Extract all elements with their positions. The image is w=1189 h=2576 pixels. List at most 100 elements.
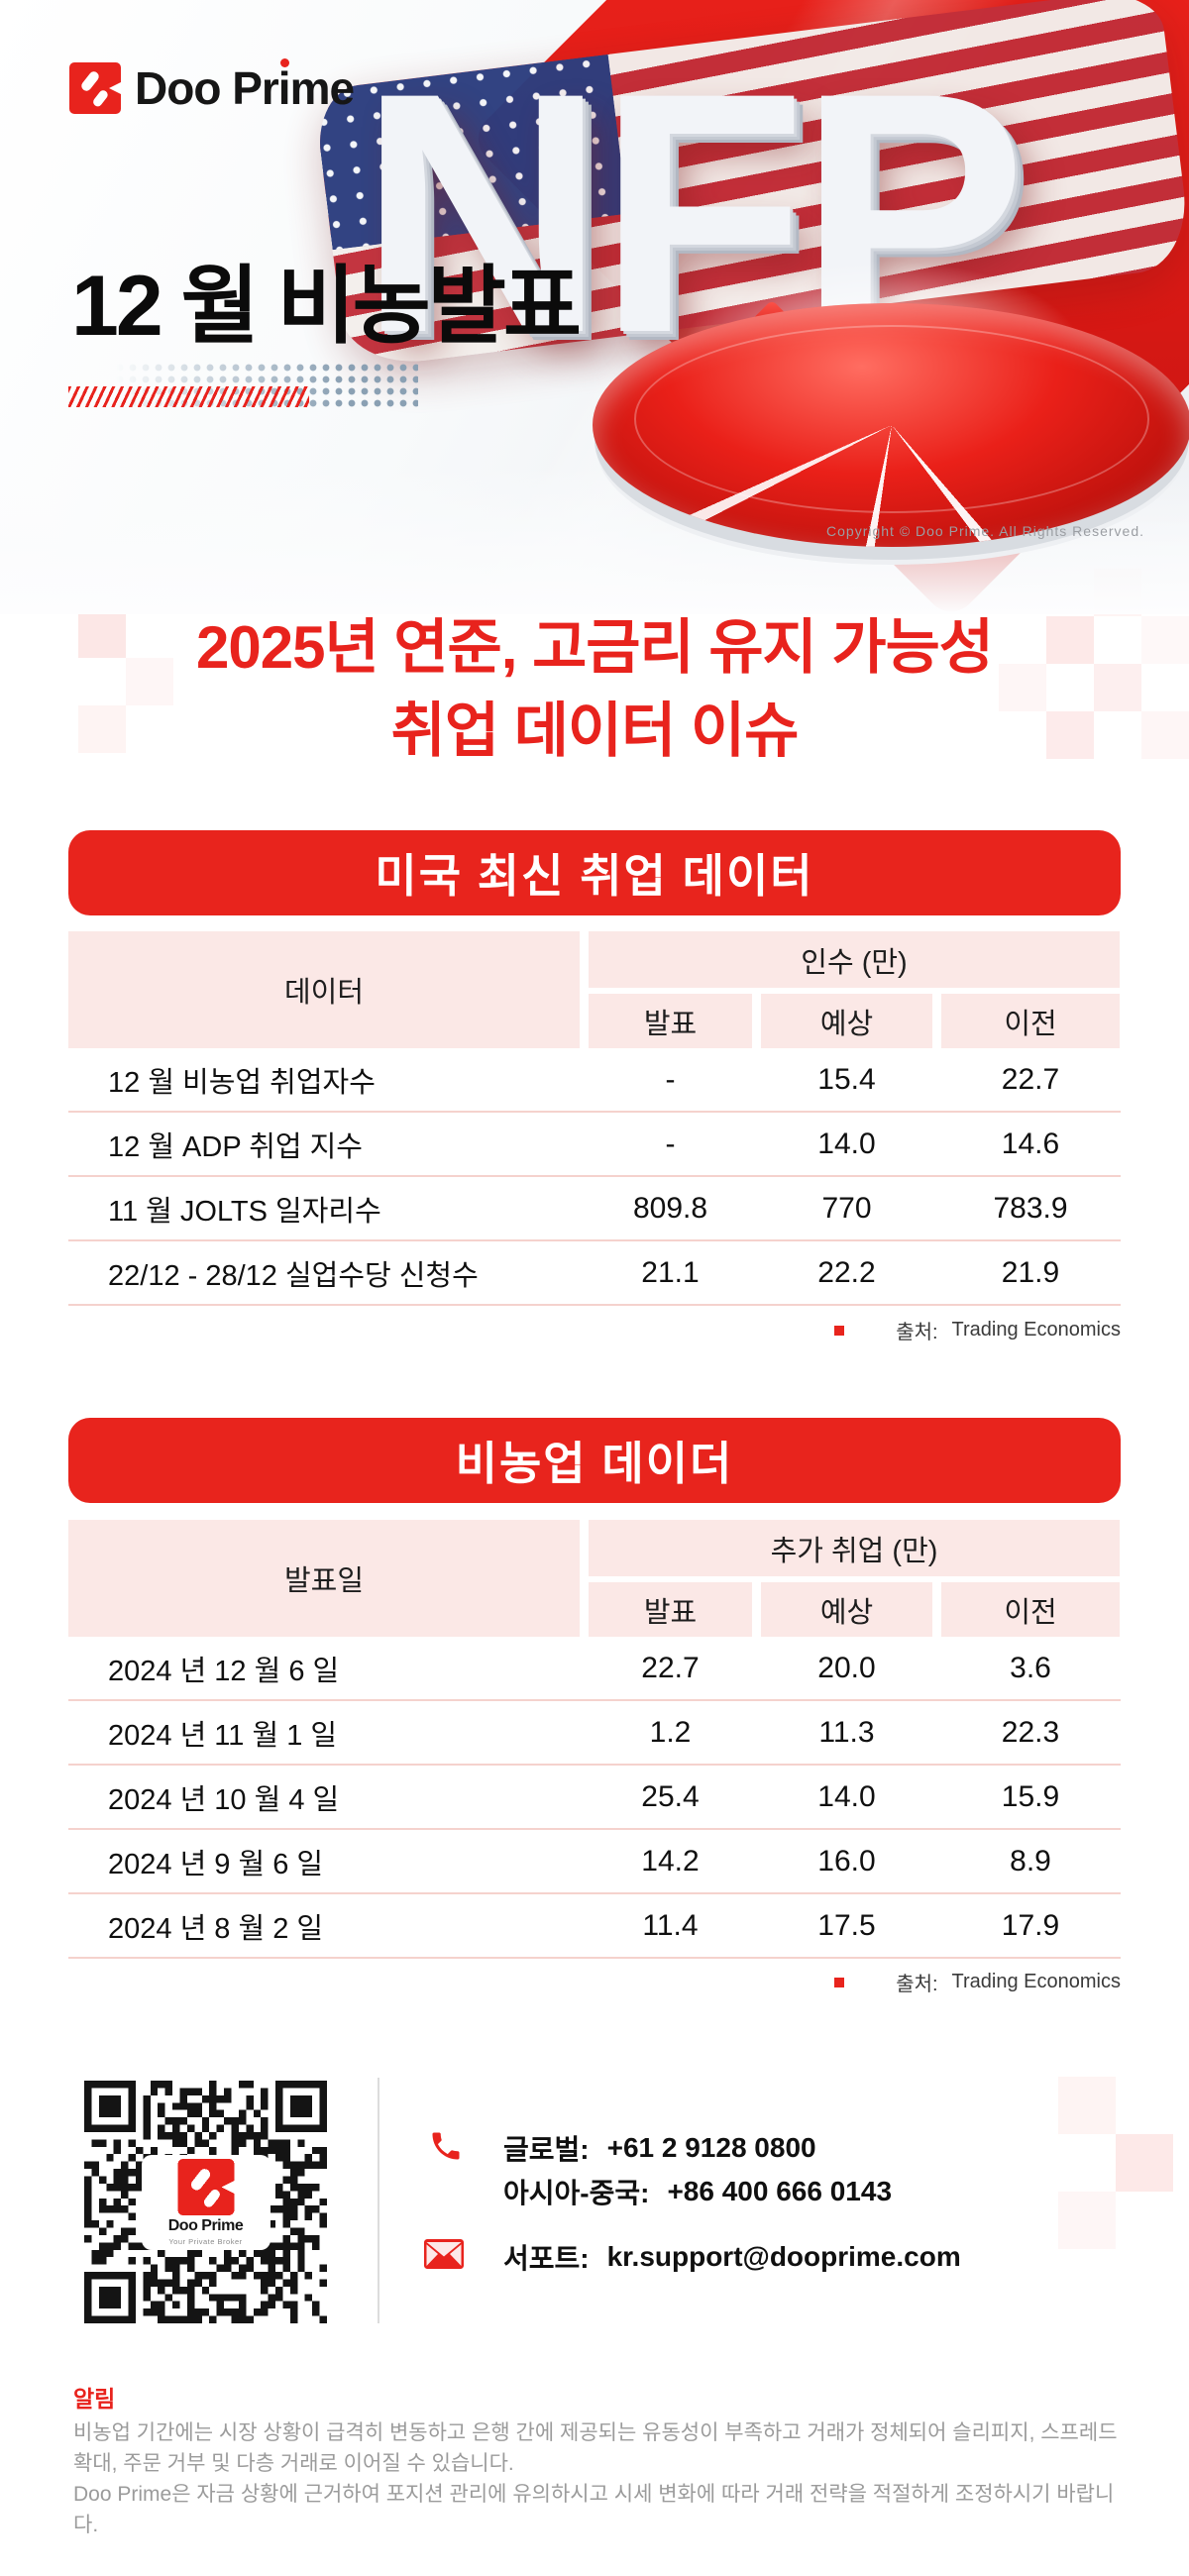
qr-logo-tagline: Your Private Broker xyxy=(168,2236,243,2246)
source-bullet-icon xyxy=(834,1325,845,1336)
contact-global-phone: +61 2 9128 0800 xyxy=(606,2132,816,2163)
notice-body: 비농업 기간에는 시장 상황이 급격히 변동하고 은행 간에 제공되는 유동성이… xyxy=(73,2417,1126,2540)
source-value: Trading Economics xyxy=(951,1319,1121,1341)
row-previous: 783.9 xyxy=(993,1191,1068,1225)
main-heading-line2: 취업 데이터 이슈 xyxy=(390,698,800,764)
section2-table-header: 발표일 추가 취업 (만) 발표 예상 이전 xyxy=(68,1520,1121,1637)
row-previous: 22.7 xyxy=(1001,1062,1060,1096)
row-previous: 22.3 xyxy=(1001,1715,1060,1749)
checker-square xyxy=(1141,711,1189,759)
contact-support-label: 서포트: xyxy=(503,2243,590,2274)
row-label: 2024 년 11 월 1 일 xyxy=(108,1719,338,1752)
group-header: 추가 취업 (만) xyxy=(589,1520,1120,1576)
contact-global-line: 글로벌: +61 2 9128 0800 xyxy=(503,2128,816,2168)
col-header-announced: 발표 xyxy=(589,994,752,1048)
col-header-previous: 이전 xyxy=(941,994,1120,1048)
notice-paragraph-2: Doo Prime은 자금 상황에 근거하여 포지션 관리에 유의하시고 시세 … xyxy=(73,2483,1115,2536)
row-announced: 1.2 xyxy=(649,1715,692,1749)
checker-square xyxy=(1058,2077,1116,2134)
phone-icon xyxy=(432,2132,460,2160)
row-label: 2024 년 12 월 6 일 xyxy=(108,1655,340,1687)
qr-center-logo: Doo Prime Your Private Broker xyxy=(145,2158,267,2246)
row-previous: 3.6 xyxy=(1010,1651,1051,1684)
row-label: 12 월 비농업 취업자수 xyxy=(108,1066,376,1099)
col-header-expected: 예상 xyxy=(761,994,932,1048)
contact-support-line: 서포트: kr.support@dooprime.com xyxy=(503,2237,961,2277)
source-label: 출처: xyxy=(896,1322,938,1343)
row-announced: 21.1 xyxy=(641,1255,700,1289)
row-previous: 14.6 xyxy=(1001,1127,1060,1160)
source-label: 출처: xyxy=(896,1974,938,1995)
email-icon xyxy=(424,2239,464,2269)
row-announced: 25.4 xyxy=(641,1779,700,1813)
section2-title-bar: 비농업 데이더 xyxy=(68,1418,1121,1503)
contact-asia-line: 아시아-중국: +86 400 666 0143 xyxy=(503,2172,892,2211)
row-announced: 11.4 xyxy=(642,1908,699,1942)
checker-square xyxy=(1058,2192,1116,2249)
contact-support-email[interactable]: kr.support@dooprime.com xyxy=(606,2241,961,2272)
source-note: 출처: Trading Economics xyxy=(834,1968,1121,1996)
source-note: 출처: Trading Economics xyxy=(834,1316,1121,1344)
row-expected: 14.0 xyxy=(817,1127,876,1160)
notice-paragraph-1: 비농업 기간에는 시장 상황이 급격히 변동하고 은행 간에 제공되는 유동성이… xyxy=(73,2421,1118,2475)
section2-table-body: 2024 년 12 월 6 일 22.7 20.0 3.6 2024 년 11 … xyxy=(68,1637,1121,1959)
row-expected: 15.4 xyxy=(817,1062,876,1096)
contact-global-label: 글로벌: xyxy=(503,2134,590,2165)
row-expected: 17.5 xyxy=(817,1908,876,1942)
section1-table-body: 12 월 비농업 취업자수 - 15.4 22.7 12 월 ADP 취업 지수… xyxy=(68,1048,1121,1306)
row-label: 12 월 ADP 취업 지수 xyxy=(108,1130,363,1163)
row-label: 22/12 - 28/12 실업수당 신청수 xyxy=(108,1259,479,1292)
page-title: 12 월 비농발표 xyxy=(71,259,582,354)
row-announced: 809.8 xyxy=(632,1191,708,1225)
col-header-previous: 이전 xyxy=(941,1582,1120,1637)
row-announced: - xyxy=(665,1062,676,1096)
table-row: 2024 년 10 월 4 일 25.4 14.0 15.9 xyxy=(68,1766,1121,1830)
table-row: 2024 년 11 월 1 일 1.2 11.3 22.3 xyxy=(68,1701,1121,1766)
row-expected: 14.0 xyxy=(817,1779,876,1813)
checker-square xyxy=(126,658,173,705)
doo-prime-logo-text: Doo Prime xyxy=(135,62,355,114)
section1-title-bar: 미국 최신 취업 데이터 xyxy=(68,830,1121,915)
checker-square xyxy=(1046,616,1094,664)
red-pie-chart-image xyxy=(593,303,1189,547)
main-heading-line1: 2025년 연준, 고금리 유지 가능성 xyxy=(195,614,994,681)
row-label: 2024 년 10 월 4 일 xyxy=(108,1783,340,1816)
table-row: 2024 년 8 월 2 일 11.4 17.5 17.9 xyxy=(68,1894,1121,1959)
red-hatch-decor xyxy=(68,386,309,407)
doo-prime-logo: Doo Prime xyxy=(69,61,355,115)
copyright-text: Copyright © Doo Prime. All Rights Reserv… xyxy=(826,523,1144,539)
source-bullet-icon xyxy=(834,1977,845,1987)
section1-table-header: 데이터 인수 (만) 발표 예상 이전 xyxy=(68,931,1121,1048)
doo-prime-logo-icon xyxy=(69,62,121,114)
table-row: 22/12 - 28/12 실업수당 신청수 21.1 22.2 21.9 xyxy=(68,1241,1121,1306)
row-announced: 22.7 xyxy=(641,1651,700,1684)
contact-asia-label: 아시아-중국: xyxy=(503,2178,650,2208)
row-previous: 21.9 xyxy=(1001,1255,1060,1289)
contact-divider xyxy=(378,2078,379,2323)
hero-banner: NFP Doo Prime 12 월 비농발표 Copyright © Doo … xyxy=(0,0,1189,614)
contact-asia-phone: +86 400 666 0143 xyxy=(667,2176,893,2206)
source-value: Trading Economics xyxy=(951,1971,1121,1992)
qr-logo-title: Doo Prime xyxy=(167,2216,244,2234)
notice-title: 알림 xyxy=(73,2386,116,2412)
group-header: 인수 (만) xyxy=(589,931,1120,988)
row-expected: 20.0 xyxy=(817,1651,876,1684)
row-label: 2024 년 9 월 6 일 xyxy=(108,1848,324,1880)
qr-code-pattern xyxy=(84,2081,327,2323)
row-label: 2024 년 8 월 2 일 xyxy=(108,1912,324,1945)
table-row: 12 월 비농업 취업자수 - 15.4 22.7 xyxy=(68,1048,1121,1113)
table-row: 2024 년 12 월 6 일 22.7 20.0 3.6 xyxy=(68,1637,1121,1701)
row-expected: 22.2 xyxy=(817,1255,876,1289)
table-row: 11 월 JOLTS 일자리수 809.8 770 783.9 xyxy=(68,1177,1121,1241)
row-label: 11 월 JOLTS 일자리수 xyxy=(108,1195,381,1228)
table-row: 2024 년 9 월 6 일 14.2 16.0 8.9 xyxy=(68,1830,1121,1894)
row-expected: 11.3 xyxy=(818,1715,875,1749)
row-expected: 770 xyxy=(821,1191,872,1225)
qr-code: Doo Prime Your Private Broker xyxy=(84,2081,327,2323)
col-header-announced: 발표 xyxy=(589,1582,752,1637)
row-previous: 8.9 xyxy=(1010,1844,1051,1878)
checker-square xyxy=(78,610,126,658)
checker-square xyxy=(999,664,1046,711)
row-expected: 16.0 xyxy=(817,1844,876,1878)
